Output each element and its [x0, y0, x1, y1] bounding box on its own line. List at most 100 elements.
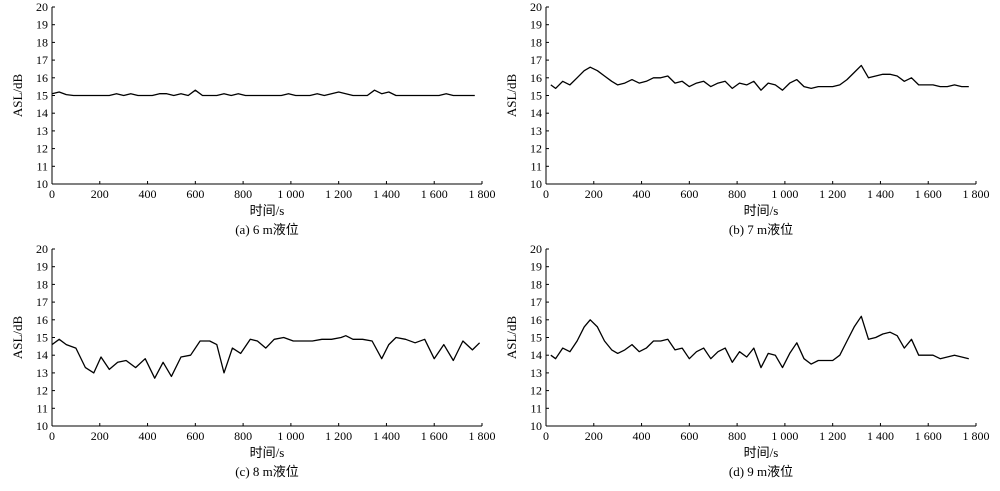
y-tick-label: 20 [36, 0, 48, 14]
x-tick-label: 200 [91, 429, 109, 443]
x-tick-label: 400 [139, 429, 157, 443]
y-tick-label: 11 [36, 159, 48, 173]
series-line [550, 64, 969, 91]
y-tick-label: 15 [36, 89, 48, 103]
y-tick-label: 11 [36, 401, 48, 415]
y-tick-label: 10 [36, 177, 48, 191]
y-tick-label: 14 [530, 106, 542, 120]
y-tick-label: 12 [530, 384, 542, 398]
y-tick-label: 15 [36, 331, 48, 345]
x-tick-label: 1 800 [963, 429, 990, 443]
y-tick-label: 14 [36, 106, 48, 120]
x-tick-label: 1 600 [421, 187, 448, 201]
y-tick-label: 16 [36, 71, 48, 85]
x-tick-label: 1 200 [819, 187, 846, 201]
panel-caption: (c) 8 m液位 [235, 464, 299, 479]
y-tick-label: 19 [36, 260, 48, 274]
y-tick-label: 20 [530, 242, 542, 256]
x-tick-label: 1 200 [325, 429, 352, 443]
x-axis-label: 时间/s [250, 203, 285, 218]
y-axis-label: ASL/dB [10, 316, 25, 360]
x-tick-label: 800 [728, 187, 746, 201]
series-line [550, 315, 969, 369]
x-tick-label: 200 [585, 429, 603, 443]
y-tick-label: 16 [36, 313, 48, 327]
y-tick-label: 18 [530, 35, 542, 49]
panel-caption: (d) 9 m液位 [729, 464, 793, 479]
x-tick-label: 1 000 [277, 187, 304, 201]
y-tick-label: 16 [530, 313, 542, 327]
x-tick-label: 200 [585, 187, 603, 201]
x-tick-label: 1 400 [867, 429, 894, 443]
x-tick-label: 1 800 [963, 187, 990, 201]
series-line [51, 335, 481, 379]
y-tick-label: 18 [36, 277, 48, 291]
y-tick-label: 19 [530, 18, 542, 32]
x-tick-label: 800 [234, 429, 252, 443]
x-tick-label: 0 [49, 187, 55, 201]
x-tick-label: 200 [91, 187, 109, 201]
x-tick-label: 1 200 [819, 429, 846, 443]
x-tick-label: 800 [728, 429, 746, 443]
y-tick-label: 13 [530, 124, 542, 138]
y-tick-label: 20 [36, 242, 48, 256]
y-tick-label: 18 [36, 35, 48, 49]
x-tick-label: 1 600 [421, 429, 448, 443]
x-tick-label: 400 [633, 429, 651, 443]
x-axis-label: 时间/s [250, 445, 285, 460]
y-tick-label: 17 [36, 53, 48, 67]
x-tick-label: 400 [633, 187, 651, 201]
x-tick-label: 1 800 [469, 187, 496, 201]
x-tick-label: 1 200 [325, 187, 352, 201]
y-tick-label: 10 [530, 177, 542, 191]
y-tick-label: 17 [530, 295, 542, 309]
x-tick-label: 600 [186, 429, 204, 443]
y-tick-label: 13 [530, 366, 542, 380]
x-tick-label: 600 [186, 187, 204, 201]
y-tick-label: 15 [530, 331, 542, 345]
x-axis-label: 时间/s [744, 203, 779, 218]
y-tick-label: 14 [36, 348, 48, 362]
y-tick-label: 13 [36, 366, 48, 380]
y-tick-label: 12 [36, 384, 48, 398]
x-tick-label: 1 400 [867, 187, 894, 201]
y-axis-label: ASL/dB [504, 74, 519, 118]
y-tick-label: 16 [530, 71, 542, 85]
x-tick-label: 1 400 [373, 187, 400, 201]
y-tick-label: 19 [36, 18, 48, 32]
y-tick-label: 12 [36, 142, 48, 156]
x-tick-label: 600 [680, 187, 698, 201]
y-tick-label: 18 [530, 277, 542, 291]
y-tick-label: 13 [36, 124, 48, 138]
x-tick-label: 1 000 [771, 429, 798, 443]
y-axis-label: ASL/dB [504, 316, 519, 360]
y-axis-label: ASL/dB [10, 74, 25, 118]
y-tick-label: 10 [36, 419, 48, 433]
x-tick-label: 1 800 [469, 429, 496, 443]
y-tick-label: 19 [530, 260, 542, 274]
x-tick-label: 600 [680, 429, 698, 443]
x-tick-label: 1 600 [915, 187, 942, 201]
x-tick-label: 400 [139, 187, 157, 201]
x-tick-label: 1 600 [915, 429, 942, 443]
x-axis-label: 时间/s [744, 445, 779, 460]
y-tick-label: 12 [530, 142, 542, 156]
panel-caption: (b) 7 m液位 [729, 222, 793, 237]
y-tick-label: 14 [530, 348, 542, 362]
x-tick-label: 1 000 [277, 429, 304, 443]
y-tick-label: 11 [530, 401, 542, 415]
panel-caption: (a) 6 m液位 [235, 222, 299, 237]
x-tick-label: 1 000 [771, 187, 798, 201]
y-tick-label: 15 [530, 89, 542, 103]
y-tick-label: 10 [530, 419, 542, 433]
x-tick-label: 0 [543, 429, 549, 443]
y-tick-label: 17 [36, 295, 48, 309]
y-tick-label: 17 [530, 53, 542, 67]
series-line [51, 89, 475, 97]
x-tick-label: 800 [234, 187, 252, 201]
